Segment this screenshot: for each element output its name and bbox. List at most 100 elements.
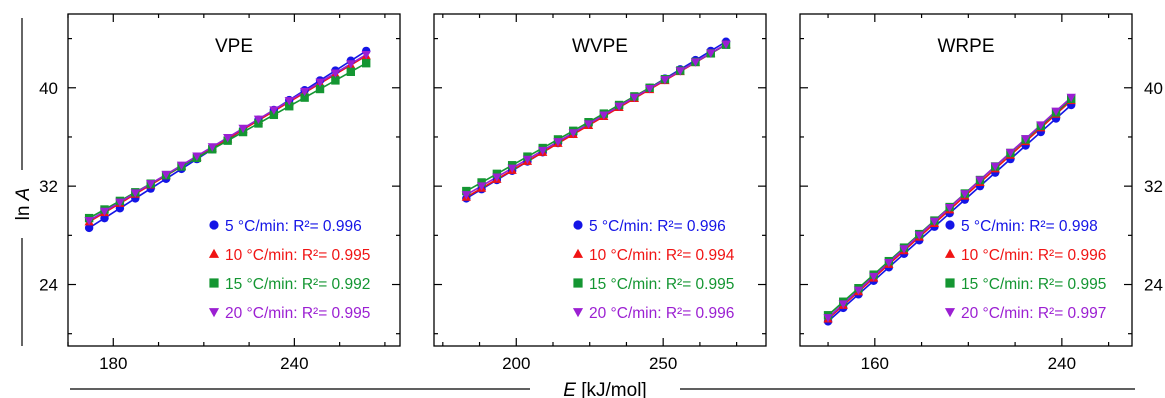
legend-label: 20 °C/min: R²= 0.995 (225, 305, 370, 322)
y-axis-label: ln A (13, 188, 34, 221)
data-point (583, 120, 594, 129)
plot-frame (433, 13, 767, 347)
legend: 5 °C/min: R²= 0.998 10 °C/min: R²= 0.996 1… (944, 218, 1106, 322)
data-point (315, 84, 325, 94)
data-point (675, 67, 685, 76)
data-point (84, 223, 94, 233)
x-tick-label: 200 (502, 354, 530, 373)
series-20c (84, 51, 371, 226)
data-point (461, 191, 471, 200)
data-point (553, 138, 563, 147)
data-point (1051, 107, 1061, 116)
plot-frame (799, 13, 1133, 347)
data-point (884, 259, 894, 268)
data-point (660, 76, 670, 85)
data-point (929, 217, 940, 227)
fit-line-20c (465, 43, 727, 196)
legend-marker (209, 278, 219, 288)
panels: 180 240 24 32 40 VPE 5 °C/min: R²= 0.996 10 °C/… (39, 13, 1163, 373)
legend-marker (945, 220, 955, 230)
legend-marker (572, 248, 584, 258)
data-point (269, 106, 279, 115)
legend: 5 °C/min: R²= 0.996 10 °C/min: R²= 0.994 1… (572, 218, 735, 322)
data-point (1066, 93, 1076, 103)
data-point (300, 93, 309, 102)
data-point (146, 180, 156, 189)
y-tick-label: 24 (1144, 276, 1163, 295)
data-point (361, 58, 371, 68)
data-point (346, 60, 356, 69)
y-tick-label: 24 (39, 276, 58, 295)
data-point (507, 164, 517, 174)
legend-marker (944, 248, 956, 258)
data-point (223, 134, 233, 143)
data-point (899, 245, 909, 254)
data-point (823, 314, 833, 323)
y-tick-label: 40 (39, 79, 58, 98)
y-axis-label-prefix: ln (13, 200, 34, 220)
x-tick-label: 180 (99, 354, 127, 373)
data-point (975, 176, 985, 185)
data-point (238, 124, 248, 134)
legend-marker (208, 308, 220, 318)
data-point (361, 51, 371, 60)
x-tick-label: 240 (280, 354, 308, 373)
data-point (269, 110, 279, 120)
x-axis-label-var: E (563, 380, 576, 398)
data-point (522, 155, 533, 165)
data-point (253, 115, 264, 124)
data-point (853, 286, 864, 296)
y-axis-label-var: A (13, 188, 34, 202)
legend-label: 20 °C/min: R²= 0.997 (961, 305, 1106, 322)
data-point (706, 49, 716, 58)
legend-label: 10 °C/min: R²= 0.995 (225, 247, 370, 264)
data-point (945, 203, 955, 213)
x-axis-label-group: E [kJ/mol] (70, 380, 1135, 398)
panel-wvpe: 200 250 WVPE 5 °C/min: R²= 0.996 10 °C/min: … (433, 13, 767, 373)
data-point (346, 67, 356, 76)
data-point (315, 78, 325, 88)
y-tick-label: 32 (1144, 177, 1163, 196)
y-tick-label: 40 (1144, 79, 1163, 98)
series-20c (823, 93, 1076, 323)
data-point (960, 190, 970, 199)
data-point (115, 198, 125, 207)
legend: 5 °C/min: R²= 0.996 10 °C/min: R²= 0.995 1… (208, 218, 370, 322)
legend-label: 10 °C/min: R²= 0.994 (589, 247, 735, 264)
series-20c (461, 40, 731, 200)
panel-vpe: 180 240 24 32 40 VPE 5 °C/min: R²= 0.996 10 °C/… (39, 13, 401, 373)
data-point (914, 231, 924, 240)
x-axis-label: E [kJ/mol] (563, 380, 646, 398)
legend-label: 10 °C/min: R²= 0.996 (961, 247, 1106, 264)
plot-frame (67, 13, 401, 347)
data-point (99, 207, 110, 217)
legend-label: 15 °C/min: R²= 0.995 (589, 276, 734, 293)
data-point (721, 40, 731, 50)
data-point (614, 102, 624, 112)
data-point (690, 58, 701, 67)
y-tick-label: 32 (39, 177, 58, 196)
legend-marker (208, 248, 220, 258)
data-point (161, 170, 171, 180)
panel-title: WVPE (572, 36, 628, 57)
data-point (207, 143, 217, 152)
legend-label: 5 °C/min: R²= 0.998 (961, 218, 1098, 235)
data-point (990, 162, 1000, 172)
legend-label: 20 °C/min: R²= 0.996 (589, 305, 734, 322)
data-point (645, 84, 655, 94)
x-tick-label: 250 (649, 354, 677, 373)
data-point (629, 93, 639, 103)
legend-label: 5 °C/min: R²= 0.996 (589, 218, 726, 235)
x-axis-label-unit: [kJ/mol] (576, 380, 647, 398)
data-point (1036, 121, 1046, 130)
panel-wrpe: 160 240 24 32 40 WRPE 5 °C/min: R²= 0.998 10 °C… (799, 13, 1163, 373)
data-point (568, 129, 578, 138)
data-point (331, 76, 340, 85)
legend-label: 5 °C/min: R²= 0.996 (225, 218, 362, 235)
x-tick-label: 240 (1048, 354, 1076, 373)
data-point (285, 102, 294, 111)
legend-marker (573, 278, 583, 288)
legend-marker (573, 220, 583, 230)
legend-marker (944, 308, 956, 318)
